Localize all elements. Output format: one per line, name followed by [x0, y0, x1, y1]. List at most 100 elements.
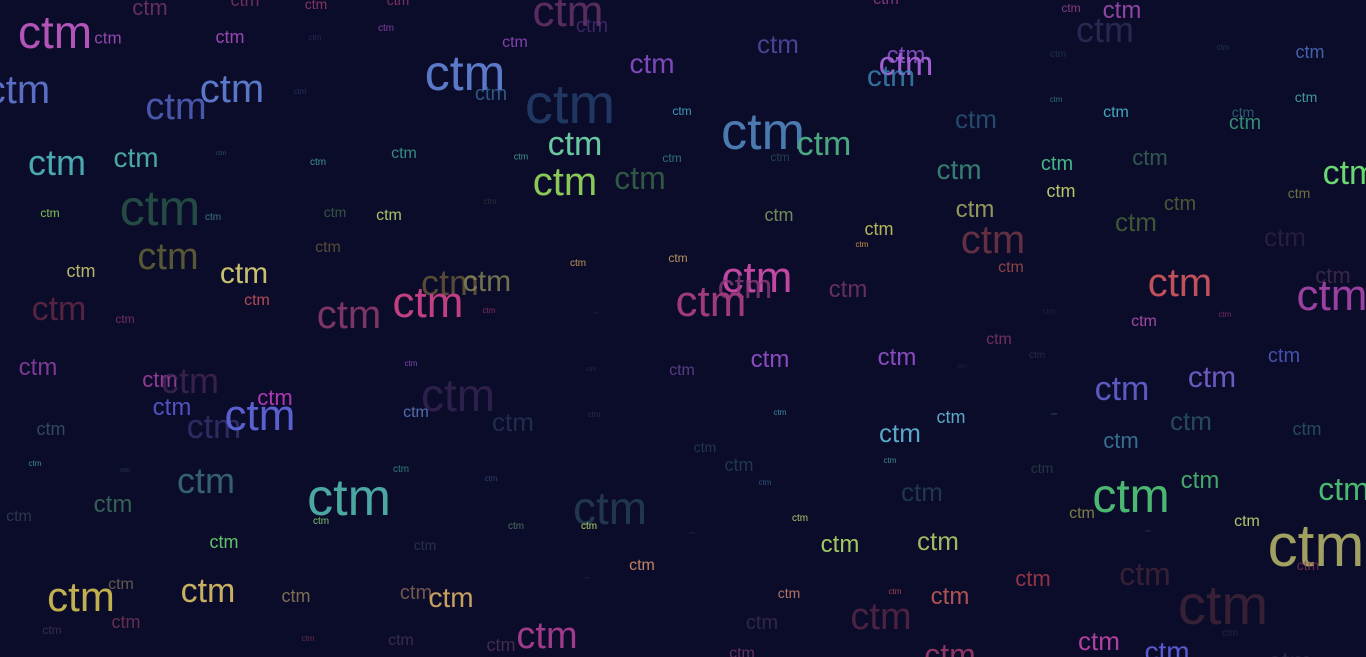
word-cloud-word: ctm	[199, 67, 265, 111]
word-cloud-word: ctm	[587, 410, 601, 419]
word-cloud-word: ctm	[721, 103, 805, 161]
word-cloud-word: ctm	[1076, 9, 1134, 50]
word-cloud-word: ctm	[629, 557, 655, 574]
word-cloud-word: ctm	[257, 385, 293, 410]
word-cloud-word: ctm	[1147, 261, 1213, 305]
word-cloud-word: ctm	[1103, 104, 1129, 121]
word-cloud-word: ctm	[1061, 1, 1081, 15]
word-cloud-word: ctm	[304, 0, 328, 12]
word-cloud-word: ctm	[1294, 89, 1318, 105]
word-cloud-word: ctm	[315, 239, 341, 256]
word-cloud-word: ctm	[424, 45, 506, 101]
word-cloud-word: ctm	[614, 160, 666, 196]
word-cloud-word: ctm	[94, 28, 122, 48]
word-cloud-word: ctm	[583, 575, 591, 580]
word-cloud-word: ctm	[403, 404, 429, 421]
word-cloud-word: ctm	[1049, 95, 1063, 104]
word-cloud-word: ctm	[1296, 271, 1366, 320]
word-cloud-word: ctm	[1040, 153, 1074, 175]
word-cloud-word: ctm	[392, 278, 464, 327]
word-cloud-word: ctm	[36, 419, 66, 439]
word-cloud-word: ctm	[180, 572, 236, 610]
word-cloud-word: ctm	[1267, 648, 1312, 657]
word-cloud-word: ctm	[828, 276, 868, 303]
word-cloud-word: ctm	[532, 160, 598, 204]
word-cloud-word: ctm	[888, 587, 902, 596]
word-cloud-word: ctm	[575, 15, 609, 37]
word-cloud-word: ctm	[1295, 42, 1325, 62]
word-cloud-word: ctm	[960, 218, 1026, 262]
word-cloud-word: ctm	[1132, 145, 1168, 170]
word-cloud-word: ctm	[1170, 406, 1212, 436]
word-cloud-word: ctm	[142, 367, 178, 392]
word-cloud-word: ctm	[629, 48, 675, 79]
word-cloud-word: ctm	[1050, 411, 1058, 416]
word-cloud-word: ctm	[386, 0, 410, 8]
word-cloud-word: ctm	[1094, 370, 1150, 408]
word-cloud-word: ctm	[572, 482, 648, 534]
word-cloud-word: ctm	[388, 632, 414, 649]
word-cloud-word: ctm	[308, 33, 322, 42]
word-cloud-word: ctm	[1267, 512, 1365, 579]
word-cloud-word: ctm	[764, 205, 794, 225]
word-cloud-word: ctm	[693, 439, 717, 455]
word-cloud-word: ctm	[675, 277, 747, 326]
word-cloud-word: ctm	[936, 154, 982, 185]
word-cloud-word: ctm	[547, 125, 603, 163]
word-cloud-word: ctm	[413, 537, 437, 553]
word-cloud-word: ctm	[66, 261, 96, 281]
word-cloud-word: ctm	[1180, 467, 1220, 494]
word-cloud-word: ctm	[1103, 428, 1139, 453]
word-cloud-word: ctm	[1069, 505, 1095, 522]
word-cloud-word: ctm	[152, 394, 192, 421]
word-cloud-word: ctm	[161, 360, 219, 401]
word-cloud-word: ctm	[1092, 470, 1170, 523]
word-cloud-word: ctm	[108, 576, 134, 593]
word-cloud-word: ctm	[688, 530, 696, 535]
word-cloud-word: ctm	[669, 362, 695, 379]
word-cloud-word: ctm	[1221, 628, 1239, 639]
word-cloud-word: ctm	[47, 573, 115, 620]
word-cloud-word: ctm	[1218, 310, 1232, 319]
word-cloud-word: ctm	[391, 145, 417, 162]
word-cloud-word: ctm	[998, 259, 1024, 276]
word-cloud-word: ctm	[115, 312, 135, 326]
word-cloud-word: ctm	[483, 197, 497, 206]
word-cloud-word: ctm	[492, 407, 534, 437]
word-cloud-word: ctm	[428, 582, 474, 613]
word-cloud-word: ctm	[580, 521, 598, 532]
word-cloud-word: ctm	[230, 0, 260, 10]
word-cloud-word: ctm	[877, 344, 917, 371]
word-cloud-word: ctm	[1318, 471, 1366, 507]
word-cloud-word: ctm	[770, 150, 790, 164]
word-cloud-word: ctm	[1292, 419, 1322, 439]
word-cloud-word: ctm	[215, 27, 245, 47]
word-cloud-word: ctm	[1078, 626, 1120, 656]
word-cloud-word: ctm	[757, 29, 799, 59]
word-cloud-word: ctm	[724, 455, 754, 475]
word-cloud-word: ctm	[145, 86, 207, 128]
word-cloud-word: ctm	[113, 142, 159, 173]
word-cloud-word: ctm	[1102, 0, 1142, 24]
word-cloud-word: ctm	[866, 60, 916, 93]
word-cloud-word: ctm	[901, 477, 943, 507]
word-cloud-word: ctm	[404, 359, 418, 368]
word-cloud-word: ctm	[1287, 185, 1311, 201]
word-cloud-word: ctm	[484, 474, 498, 483]
word-cloud-word: ctm	[219, 257, 269, 290]
word-cloud-word: ctm	[293, 87, 307, 96]
word-cloud-word: ctm	[532, 0, 604, 36]
word-cloud-word: ctm	[1322, 154, 1366, 192]
word-cloud-word: ctm	[1187, 361, 1237, 394]
word-cloud-word: ctm	[1163, 193, 1197, 215]
word-cloud-word: ctm	[796, 125, 852, 163]
word-cloud-word: ctm	[281, 586, 311, 606]
word-cloud-word: ctm	[777, 585, 801, 601]
word-cloud-word: ctm	[111, 612, 141, 632]
word-cloud-word: ctm	[516, 615, 578, 657]
word-cloud-word: ctm	[507, 521, 525, 532]
word-cloud-word: ctm	[524, 72, 616, 135]
word-cloud-word: ctm	[186, 408, 242, 446]
word-cloud-word: ctm	[6, 508, 32, 525]
